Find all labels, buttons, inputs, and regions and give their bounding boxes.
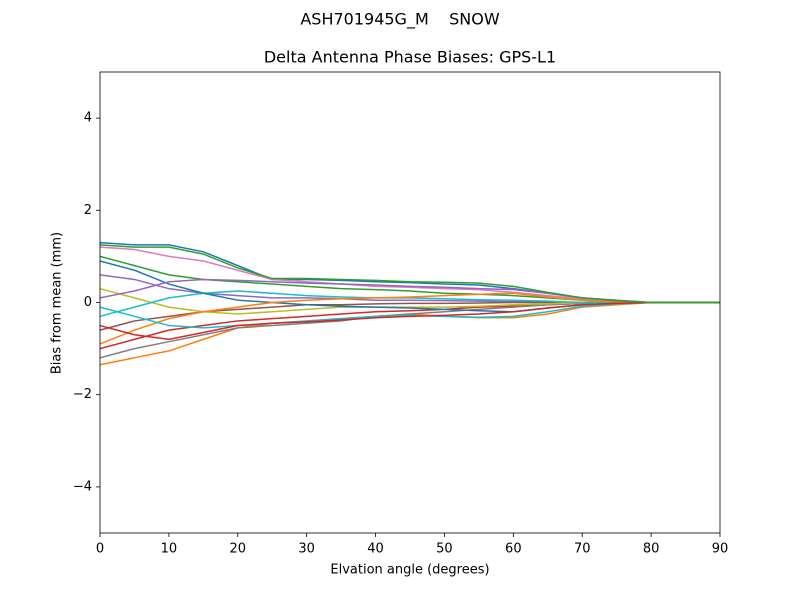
y-tick-label: 0	[84, 295, 92, 310]
y-tick-label: −2	[73, 387, 92, 402]
chart-title: Delta Antenna Phase Biases: GPS-L1	[264, 48, 556, 67]
x-tick-label: 30	[298, 542, 315, 557]
x-tick-label: 10	[161, 542, 178, 557]
y-axis-label: Bias from mean (mm)	[50, 232, 65, 374]
x-tick-label: 0	[96, 542, 104, 557]
series-line	[99, 301, 720, 329]
x-axis-label: Elvation angle (degrees)	[330, 563, 489, 578]
x-tick-label: 70	[574, 542, 591, 557]
x-tick-label: 20	[230, 542, 247, 557]
series-line	[99, 301, 720, 350]
x-tick-label: 50	[436, 542, 453, 557]
y-tick-label: 4	[84, 111, 92, 126]
suptitle: ASH701945G_M SNOW	[300, 10, 499, 30]
x-tick-label: 80	[643, 542, 660, 557]
x-tick-label: 60	[505, 542, 522, 557]
series-line	[99, 301, 720, 366]
x-tick-label: 90	[712, 542, 729, 557]
series-line	[99, 292, 720, 345]
series-line	[99, 301, 720, 341]
y-tick-label: 2	[84, 203, 92, 218]
y-tick-label: −4	[73, 479, 92, 494]
x-tick-label: 40	[367, 542, 384, 557]
series-line	[99, 244, 720, 304]
